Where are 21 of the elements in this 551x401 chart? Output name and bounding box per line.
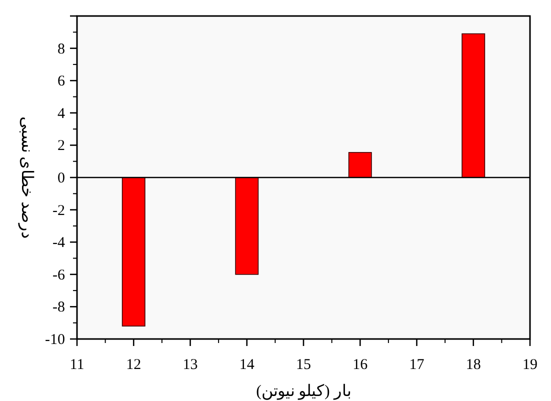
y-tick-label: -2	[52, 202, 65, 219]
y-tick-label: 0	[58, 170, 65, 186]
x-tick-label: 19	[522, 357, 538, 373]
y-tick-label: 4	[58, 106, 66, 122]
y-tick-label: -8	[52, 300, 65, 316]
x-tick-label: 17	[409, 357, 425, 373]
y-axis-title: درصد خطای نسبی	[18, 116, 35, 238]
x-tick-label: 13	[182, 357, 198, 373]
x-tick-label: 14	[239, 357, 255, 373]
y-tick-label: -4	[52, 235, 66, 252]
x-tick-label: 16	[352, 357, 368, 373]
x-tick-label: 12	[126, 357, 142, 373]
x-tick-label: 11	[70, 357, 84, 373]
y-tick-label: -10	[45, 332, 65, 348]
x-axis-title: بار (کیلو نیوتن)	[256, 383, 351, 400]
y-tick-label: 8	[58, 41, 65, 58]
y-tick-label: -6	[52, 267, 66, 284]
y-tick-label: 2	[58, 138, 65, 154]
x-tick-label: 15	[296, 357, 311, 373]
x-tick-label: 18	[466, 357, 481, 373]
y-tick-label: 6	[58, 74, 66, 90]
